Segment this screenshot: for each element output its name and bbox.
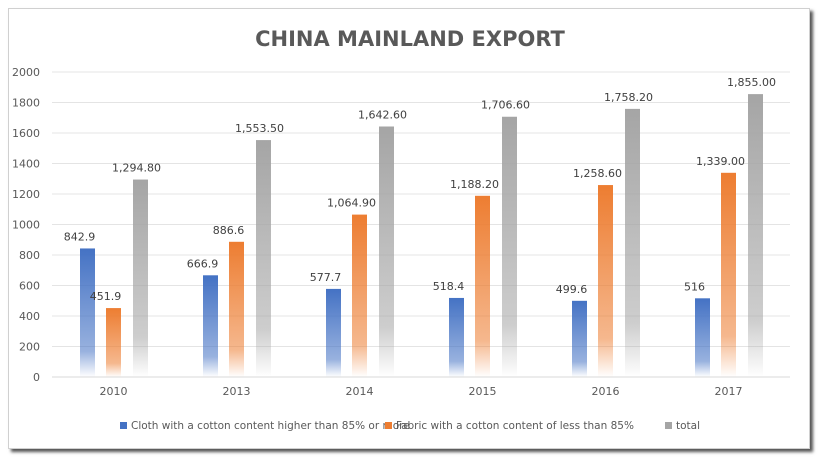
bar-0 [572,300,587,377]
data-label: 1,294.80 [112,162,161,175]
bar-2 [256,140,271,377]
y-tick-label: 1000 [12,219,40,232]
y-tick-label: 0 [33,371,40,384]
data-label: 518.4 [433,280,465,293]
x-tick-label: 2016 [592,385,620,398]
legend-label: total [676,420,700,432]
data-label: 1,855.00 [727,76,776,89]
y-tick-label: 2000 [12,66,40,79]
data-label: 842.9 [64,230,96,243]
y-tick-label: 600 [19,280,40,293]
bar-2 [379,126,394,377]
data-label: 1,339.00 [696,155,745,168]
bar-2 [133,179,148,377]
bar-2 [748,94,763,378]
bar-0 [695,298,710,377]
x-tick-label: 2010 [100,385,128,398]
data-label: 1,642.60 [358,109,407,122]
bar-0 [326,288,341,377]
bar-0 [203,275,218,377]
data-label: 577.7 [310,271,342,284]
data-label: 451.9 [90,290,122,303]
data-label: 1,188.20 [450,178,499,191]
x-tick-label: 2017 [715,385,743,398]
data-label: 516 [684,280,705,293]
legend-label: Cloth with a cotton content higher than … [131,420,410,432]
data-label: 1,706.60 [481,99,530,112]
legend-swatch [120,422,127,429]
legend-swatch [665,422,672,429]
data-label: 1,553.50 [235,122,284,135]
y-tick-label: 1400 [12,158,40,171]
data-label: 1,258.60 [573,167,622,180]
bar-1 [475,195,490,377]
x-tick-label: 2014 [346,385,374,398]
data-label: 1,758.20 [604,91,653,104]
y-tick-label: 200 [19,341,40,354]
bar-1 [721,172,736,377]
chart-title: CHINA MAINLAND EXPORT [255,27,565,51]
bar-0 [449,297,464,377]
bar-1 [598,185,613,377]
x-tick-label: 2015 [469,385,497,398]
x-tick-label: 2013 [223,385,251,398]
bar-2 [625,108,640,377]
y-tick-label: 1200 [12,188,40,201]
y-tick-label: 800 [19,249,40,262]
legend-label: Fabric with a cotton content of less tha… [396,420,634,432]
legend-swatch [385,422,392,429]
bar-1 [229,241,244,377]
bar-0 [80,248,95,377]
bar-1 [106,308,121,377]
bar-2 [502,116,517,377]
y-tick-label: 1800 [12,97,40,110]
data-label: 499.6 [556,283,588,296]
y-tick-label: 1600 [12,127,40,140]
bar-1 [352,214,367,377]
data-label: 886.6 [213,224,245,237]
data-label: 666.9 [187,257,219,270]
y-tick-label: 400 [19,310,40,323]
data-label: 1,064.90 [327,197,376,210]
